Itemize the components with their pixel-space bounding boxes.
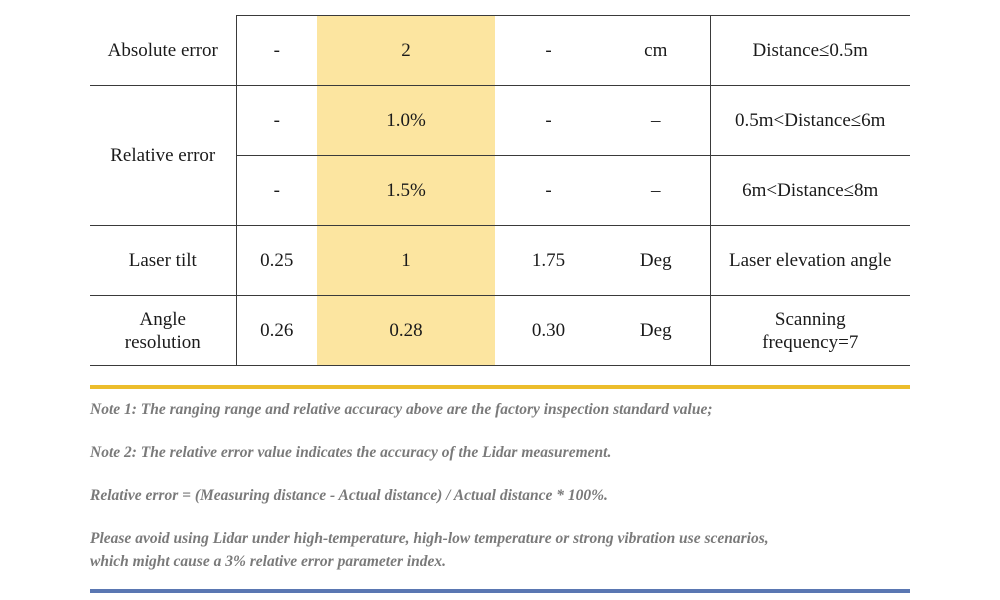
max-cell: - <box>495 15 602 86</box>
remark-line: Scanning <box>774 308 846 330</box>
unit-cell: Deg <box>602 295 710 366</box>
min-cell: - <box>236 155 317 226</box>
remark-cell: Scanning frequency=7 <box>709 295 910 366</box>
remark-line: frequency=7 <box>762 331 859 353</box>
param-cell: Absolute error <box>90 15 237 86</box>
note-1: Note 1: The ranging range and relative a… <box>90 401 713 418</box>
max-cell: - <box>495 85 602 156</box>
table-row-angle-resolution: Angle resolution 0.26 0.28 0.30 Deg Scan… <box>90 295 910 366</box>
param-line: resolution <box>124 331 201 353</box>
note-4: Please avoid using Lidar under high-temp… <box>90 527 910 573</box>
unit-cell: – <box>602 155 710 226</box>
max-cell: 0.30 <box>495 295 602 366</box>
param-cell: Laser tilt <box>90 225 237 296</box>
min-cell: 0.25 <box>236 225 317 296</box>
typ-cell: 2 <box>317 15 495 86</box>
min-cell: - <box>236 85 317 156</box>
remark-cell: Laser elevation angle <box>709 225 910 296</box>
typ-cell: 1 <box>317 225 495 296</box>
note-3: Relative error = (Measuring distance - A… <box>90 487 608 504</box>
spec-table: Absolute error - 2 - cm Distance≤0.5m Re… <box>90 15 910 366</box>
table-row-relative-error-2: - 1.5% - – 6m<Distance≤8m <box>90 155 910 226</box>
remark-cell: 0.5m<Distance≤6m <box>709 85 910 156</box>
typ-cell: 0.28 <box>317 295 495 366</box>
note-2: Note 2: The relative error value indicat… <box>90 444 612 461</box>
param-cell: Relative error <box>90 85 237 226</box>
typ-cell: 1.5% <box>317 155 495 226</box>
param-cell: Angle resolution <box>90 295 237 366</box>
max-cell: 1.75 <box>495 225 602 296</box>
unit-cell: Deg <box>602 225 710 296</box>
gold-divider <box>90 385 910 389</box>
note-4-line: which might cause a 3% relative error pa… <box>90 553 447 570</box>
min-cell: - <box>236 15 317 86</box>
typ-cell: 1.0% <box>317 85 495 156</box>
unit-cell: cm <box>602 15 710 86</box>
table-row-absolute-error: Absolute error - 2 - cm Distance≤0.5m <box>90 15 910 86</box>
note-4-line: Please avoid using Lidar under high-temp… <box>90 530 769 547</box>
table-row-relative-error-1: Relative error - 1.0% - – 0.5m<Distance≤… <box>90 85 910 226</box>
min-cell: 0.26 <box>236 295 317 366</box>
param-line: Angle <box>139 308 186 330</box>
unit-cell: – <box>602 85 710 156</box>
blue-divider <box>90 589 910 593</box>
max-cell: - <box>495 155 602 226</box>
remark-cell: 6m<Distance≤8m <box>709 155 910 226</box>
remark-cell: Distance≤0.5m <box>709 15 910 86</box>
table-row-laser-tilt: Laser tilt 0.25 1 1.75 Deg Laser elevati… <box>90 225 910 296</box>
